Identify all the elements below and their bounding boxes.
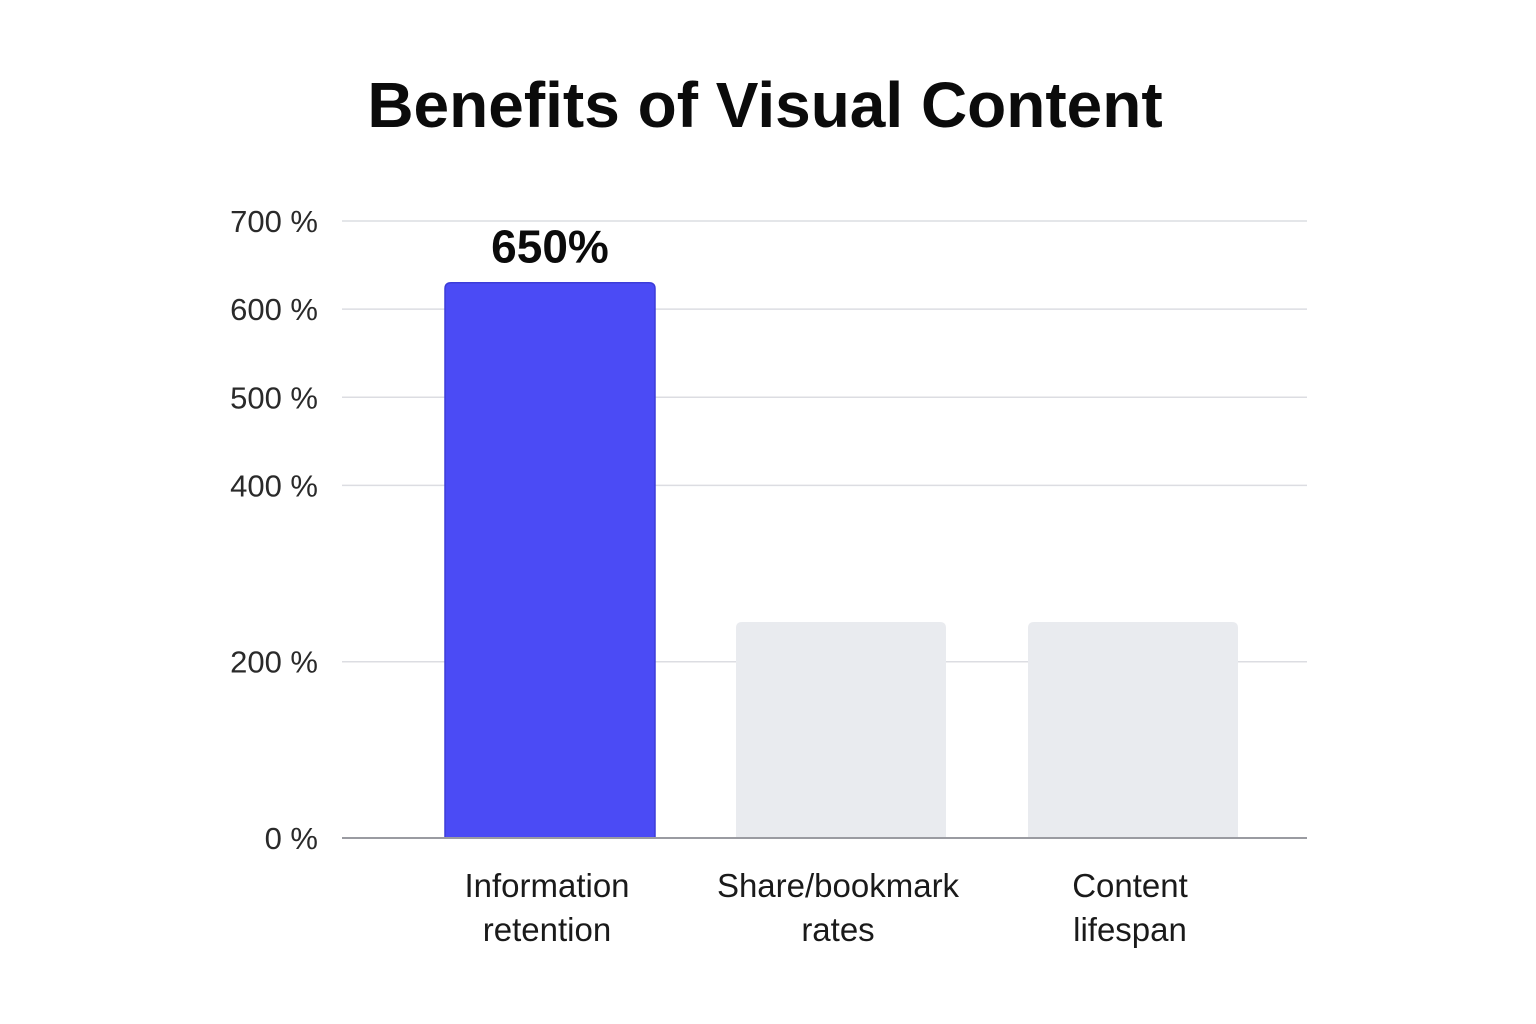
data-label-0: 650% [491,221,609,273]
data-labels: 650% [491,221,609,273]
category-label-1-line-0: Share/bookmark [717,867,960,904]
bar-2 [1028,622,1238,838]
y-axis-ticks: 0 % 200 % 400 % 500 % 600 % 700 % [230,204,318,856]
category-labels: Information retention Share/bookmark rates C… [464,867,1187,948]
y-tick-label: 400 % [230,468,318,503]
category-label-1-line-1: rates [801,911,874,948]
category-label-2-line-0: Content [1072,867,1188,904]
bars [444,281,1238,839]
bar-1 [736,622,946,838]
y-tick-label: 700 % [230,204,318,239]
category-label-0-line-1: retention [483,911,611,948]
category-label-0-line-0: Information [464,867,629,904]
category-label-2-line-1: lifespan [1073,911,1187,948]
chart-title: Benefits of Visual Content [367,69,1162,141]
y-tick-label: 500 % [230,380,318,415]
y-tick-label: 0 % [265,821,318,856]
y-tick-label: 200 % [230,645,318,680]
y-tick-label: 600 % [230,292,318,327]
bar-0 [444,281,656,839]
